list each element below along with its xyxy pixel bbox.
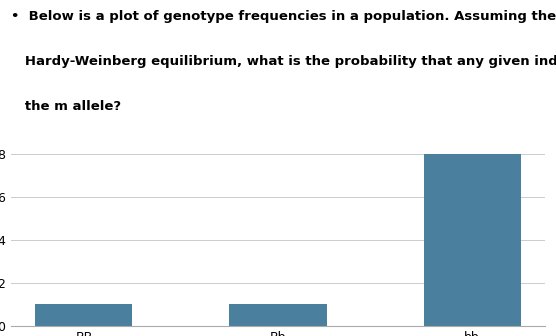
Text: Hardy-Weinberg equilibrium, what is the probability that any given individual wi: Hardy-Weinberg equilibrium, what is the … <box>11 55 556 68</box>
Text: •  Below is a plot of genotype frequencies in a population. Assuming the populat: • Below is a plot of genotype frequencie… <box>11 10 556 23</box>
Bar <box>36 304 132 326</box>
Text: the m allele?: the m allele? <box>11 100 121 113</box>
Bar <box>230 304 326 326</box>
Bar <box>424 154 520 326</box>
